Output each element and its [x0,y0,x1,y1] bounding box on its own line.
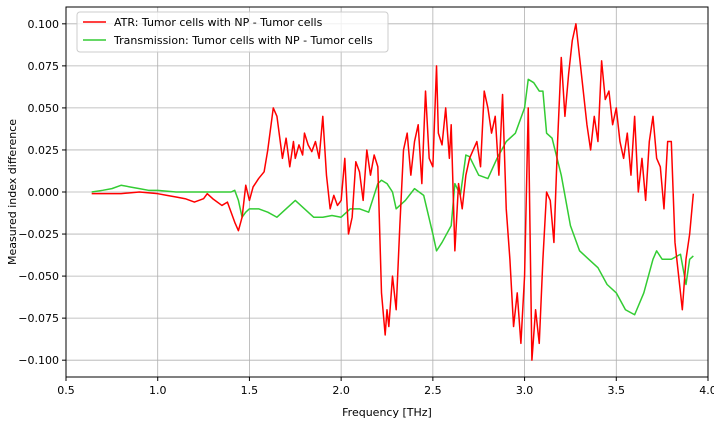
series-lines [91,23,695,361]
x-tick-label: 3.0 [516,384,534,397]
y-tick-label: −0.025 [18,228,59,241]
x-tick-label: 0.5 [57,384,75,397]
y-axis-ticks: −0.100 −0.075 −0.050 −0.025 0.000 0.025 0.050 0… [18,18,66,367]
y-tick-label: −0.100 [18,354,59,367]
x-axis-title: Frequency [THz] [342,406,432,419]
legend-box [76,11,389,53]
y-axis-title: Measured index difference [6,119,19,265]
series-line [91,23,695,361]
x-tick-label: 2.0 [332,384,350,397]
legend-label: Transmission: Tumor cells with NP - Tumo… [113,34,373,47]
legend: ATR: Tumor cells with NP - Tumor cells Tr… [76,11,389,53]
x-tick-label: 3.5 [608,384,626,397]
legend-label: ATR: Tumor cells with NP - Tumor cells [114,16,323,29]
x-tick-label: 4.0 [699,384,714,397]
y-tick-label: 0.075 [28,60,60,73]
y-tick-label: 0.100 [28,18,60,31]
series-line [91,78,694,316]
x-axis-ticks: 0.5 1.0 1.5 2.0 2.5 3.0 3.5 4.0 [57,377,714,397]
y-tick-label: 0.000 [28,186,60,199]
x-tick-label: 2.5 [424,384,442,397]
y-tick-label: 0.025 [28,144,60,157]
x-tick-label: 1.0 [149,384,167,397]
x-tick-label: 1.5 [241,384,259,397]
y-tick-label: −0.050 [18,270,59,283]
y-tick-label: 0.050 [28,102,60,115]
y-tick-label: −0.075 [18,312,59,325]
